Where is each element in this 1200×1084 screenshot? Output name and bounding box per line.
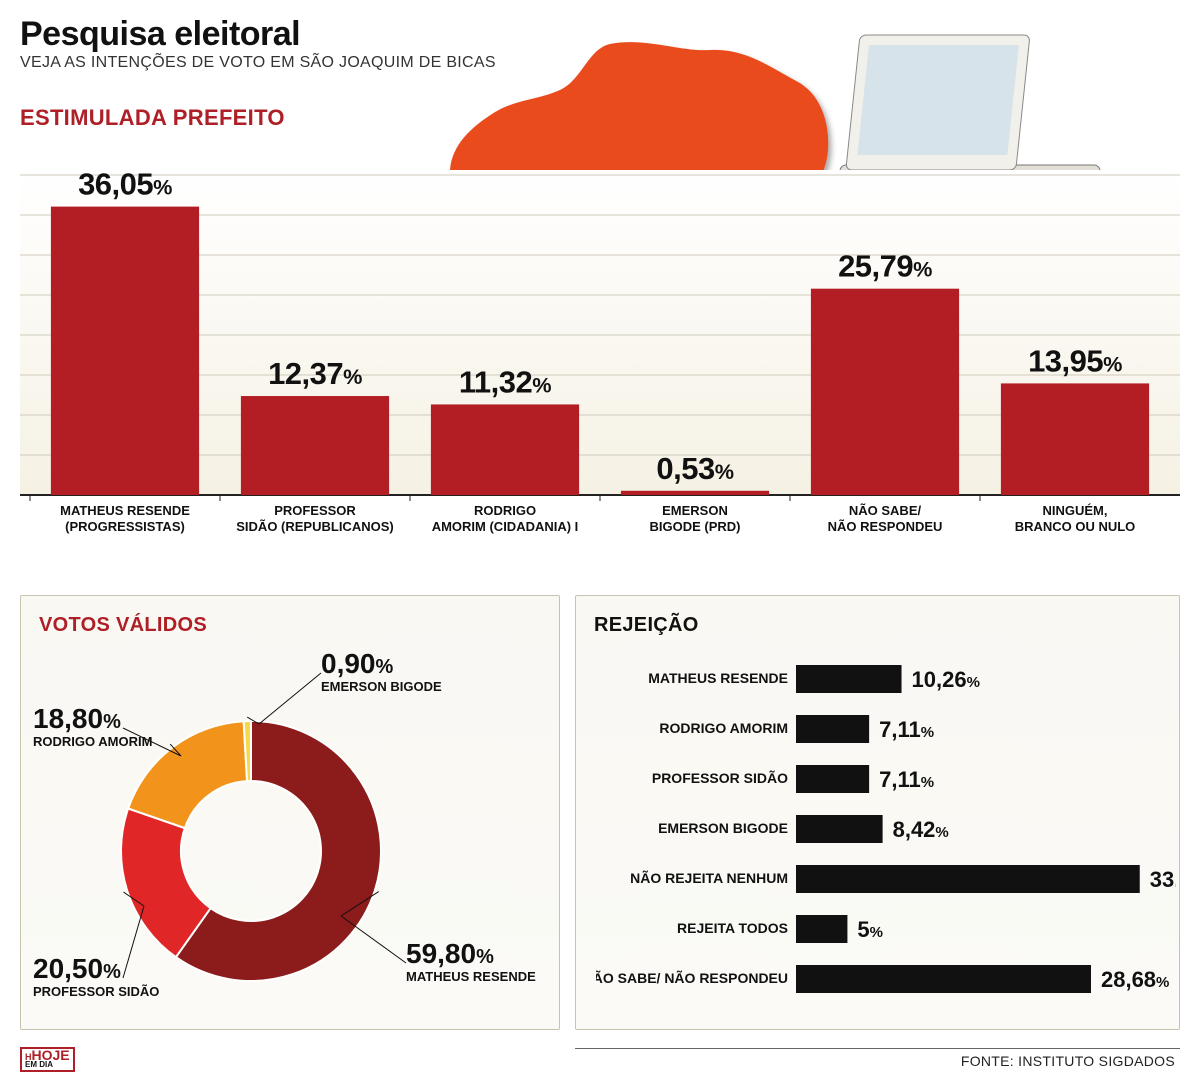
bar-axis-label: NÃO RESPONDEU: [828, 519, 943, 534]
bar-axis-label: RODRIGO: [474, 503, 536, 518]
publisher-logo: HHOJE EM DIA: [20, 1047, 75, 1072]
bar-axis-label: BRANCO OU NULO: [1015, 519, 1136, 534]
hbar-bar: [796, 665, 902, 693]
donut-value: 59,80%: [406, 938, 494, 969]
bar: [1001, 383, 1149, 495]
hbar-value: 8,42%: [893, 817, 949, 842]
hbar-name: RODRIGO AMORIM: [659, 720, 788, 736]
hbar-bar: [796, 865, 1140, 893]
rejection-chart: MATHEUS RESENDE 10,26% RODRIGO AMORIM 7,11%…: [596, 651, 1176, 1021]
bar-axis-label: AMORIM (CIDADANIA) I: [432, 519, 579, 534]
hbar-bar: [796, 915, 847, 943]
donut-name: MATHEUS RESENDE: [406, 969, 536, 984]
hbar-value: 33,42%: [1150, 867, 1176, 892]
mayor-bar-chart: ESTIMULADA PREFEITO 36,05%MATHEUS RESEND…: [20, 105, 1180, 575]
bar-axis-label: BIGODE (PRD): [650, 519, 741, 534]
hbar-title: REJEIÇÃO: [594, 614, 699, 637]
bar-axis-label: PROFESSOR: [274, 503, 356, 518]
donut-name: RODRIGO AMORIM: [33, 734, 152, 749]
bar: [51, 207, 199, 495]
hbar-bar: [796, 765, 869, 793]
bar-axis-label: NINGUÉM,: [1043, 503, 1108, 518]
valid-votes-panel: VOTOS VÁLIDOS 59,80%MATHEUS RESENDE20,50…: [20, 595, 560, 1030]
donut-value: 18,80%: [33, 703, 121, 734]
donut-chart: 59,80%MATHEUS RESENDE 20,50%PROFESSOR SID…: [21, 596, 561, 1031]
hbar-name: NÃO SABE/ NÃO RESPONDEU: [596, 969, 788, 986]
barchart-title: ESTIMULADA PREFEITO: [20, 105, 285, 131]
bar: [241, 396, 389, 495]
hbar-bar: [796, 965, 1091, 993]
hbar-name: EMERSON BIGODE: [658, 820, 788, 836]
donut-value: 0,90%: [321, 648, 394, 679]
hbar-name: PROFESSOR SIDÃO: [652, 769, 788, 786]
hbar-value: 28,68%: [1101, 967, 1169, 992]
rejection-panel: REJEIÇÃO MATHEUS RESENDE 10,26% RODRIGO AM…: [575, 595, 1180, 1030]
barchart-svg: 36,05%MATHEUS RESENDE(PROGRESSISTAS)12,3…: [20, 135, 1180, 545]
hbar-name: NÃO REJEITA NENHUM: [630, 869, 788, 886]
donut-name: PROFESSOR SIDÃO: [33, 984, 159, 999]
source-credit: FONTE: INSTITUTO SIGDADOS: [961, 1053, 1175, 1069]
hbar-name: REJEITA TODOS: [677, 920, 788, 936]
hbar-value: 5%: [857, 917, 883, 942]
bar-axis-label: EMERSON: [662, 503, 728, 518]
bar-axis-label: (PROGRESSISTAS): [65, 519, 185, 534]
bar-axis-label: SIDÃO (REPUBLICANOS): [236, 519, 393, 534]
bar: [431, 404, 579, 495]
bar-axis-label: NÃO SABE/: [849, 503, 922, 518]
hbar-bar: [796, 715, 869, 743]
hbar-value: 10,26%: [912, 667, 980, 692]
bar: [621, 491, 769, 495]
donut-value: 20,50%: [33, 953, 121, 984]
bar-axis-label: MATHEUS RESENDE: [60, 503, 190, 518]
hbar-name: MATHEUS RESENDE: [648, 670, 788, 686]
bar: [811, 289, 959, 495]
donut-name: EMERSON BIGODE: [321, 679, 442, 694]
footer-rule: [575, 1048, 1180, 1049]
hbar-bar: [796, 815, 883, 843]
hbar-value: 7,11%: [879, 767, 934, 792]
hbar-value: 7,11%: [879, 717, 934, 742]
